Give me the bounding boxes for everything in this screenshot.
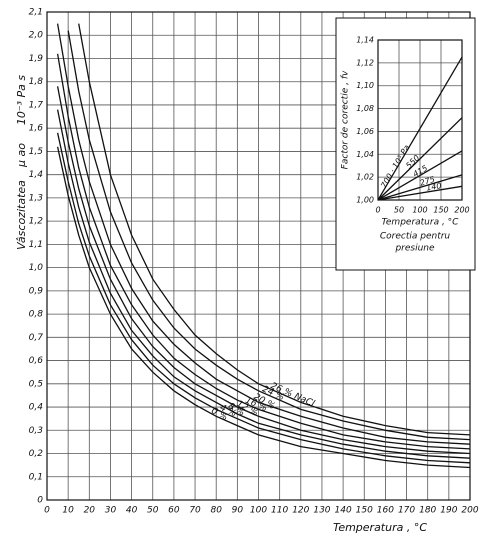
curve-label: 140 bbox=[426, 181, 443, 192]
y-tick-label: 2,0 bbox=[29, 31, 44, 41]
y-axis-unit: 10⁻³ Pa s bbox=[15, 75, 28, 126]
y-tick-label: 1,7 bbox=[29, 100, 44, 110]
y-tick-label: 0,7 bbox=[29, 333, 44, 343]
curve bbox=[56, 23, 471, 445]
x-tick-label: 0 bbox=[44, 506, 50, 516]
y-tick-label: 0,5 bbox=[29, 379, 44, 389]
x-tick-label: 170 bbox=[398, 506, 415, 516]
y-tick-label: 1,5 bbox=[29, 147, 44, 157]
inset-caption: presiune bbox=[394, 244, 435, 254]
plot-frame bbox=[377, 39, 463, 201]
y-tick-label: 1,06 bbox=[356, 127, 374, 136]
x-tick-label: 150 bbox=[433, 206, 448, 215]
inset-x-label: Temperatura , °C bbox=[382, 218, 460, 228]
x-tick-label: 0 bbox=[375, 206, 380, 215]
x-tick-label: 50 bbox=[394, 206, 404, 215]
y-tick-label: 1,2 bbox=[29, 217, 44, 227]
curve bbox=[377, 185, 463, 201]
x-tick-label: 100 bbox=[412, 206, 427, 215]
y-tick-label: 1,04 bbox=[356, 150, 374, 159]
x-axis-label: Temperatura , °C bbox=[333, 521, 427, 534]
x-tick-label: 40 bbox=[126, 506, 138, 516]
x-tick-label: 130 bbox=[313, 506, 330, 516]
y-tick-label: 1,0 bbox=[29, 263, 44, 273]
y-tick-label: 0,4 bbox=[29, 403, 44, 413]
x-tick-label: 10 bbox=[62, 506, 74, 516]
x-tick-label: 150 bbox=[356, 506, 373, 516]
inset-caption: Corectia pentru bbox=[380, 232, 451, 242]
curve bbox=[377, 56, 463, 201]
y-tick-label: 1,9 bbox=[29, 54, 44, 64]
y-tick-label: 0,9 bbox=[29, 286, 44, 296]
x-tick-label: 190 bbox=[440, 506, 457, 516]
x-tick-label: 160 bbox=[377, 506, 394, 516]
inset-y-label: Factor de corectie , fv bbox=[341, 70, 351, 169]
curve bbox=[377, 174, 463, 201]
y-tick-label: 1,00 bbox=[356, 196, 374, 205]
y-axis-label: Vâscozitatea bbox=[15, 180, 28, 250]
curve bbox=[56, 86, 471, 455]
x-tick-label: 30 bbox=[105, 506, 117, 516]
x-tick-label: 110 bbox=[271, 506, 288, 516]
x-tick-label: 140 bbox=[335, 506, 352, 516]
curve bbox=[377, 117, 463, 201]
x-tick-label: 60 bbox=[168, 506, 180, 516]
y-axis-symbol: μ ao bbox=[15, 143, 28, 168]
y-tick-label: 1,02 bbox=[356, 173, 374, 182]
y-tick-label: 1,12 bbox=[356, 58, 374, 67]
y-tick-label: 0,6 bbox=[29, 356, 44, 366]
x-tick-label: 70 bbox=[189, 506, 201, 516]
y-tick-label: 1,3 bbox=[29, 193, 44, 203]
x-tick-label: 200 bbox=[461, 506, 478, 516]
y-tick-label: 1,4 bbox=[29, 170, 44, 180]
y-tick-label: 0,3 bbox=[29, 426, 44, 436]
y-tick-label: 0,2 bbox=[29, 449, 44, 459]
inset-panel bbox=[335, 17, 476, 271]
curve bbox=[377, 150, 463, 201]
y-tick-label: 1,08 bbox=[356, 104, 374, 113]
x-tick-label: 120 bbox=[292, 506, 309, 516]
curve bbox=[56, 109, 471, 459]
curve bbox=[56, 132, 471, 464]
curve bbox=[56, 146, 471, 469]
curve bbox=[67, 30, 471, 441]
x-tick-label: 50 bbox=[147, 506, 159, 516]
x-tick-label: 180 bbox=[419, 506, 436, 516]
x-tick-label: 90 bbox=[232, 506, 244, 516]
y-tick-label: 1,10 bbox=[356, 81, 374, 90]
y-tick-label: 1,14 bbox=[356, 36, 374, 45]
y-tick-label: 1,1 bbox=[29, 240, 43, 250]
y-tick-label: 0,1 bbox=[29, 472, 43, 482]
y-tick-label: 1,6 bbox=[29, 124, 44, 134]
y-tick-label: 0,8 bbox=[29, 310, 44, 320]
x-tick-label: 200 bbox=[454, 206, 469, 215]
curve bbox=[78, 23, 471, 436]
x-tick-label: 100 bbox=[250, 506, 267, 516]
y-tick-label: 2,1 bbox=[29, 8, 43, 18]
y-tick-label: 0 bbox=[37, 496, 43, 506]
x-tick-label: 80 bbox=[210, 506, 222, 516]
x-tick-label: 20 bbox=[84, 506, 96, 516]
y-tick-label: 1,8 bbox=[29, 77, 44, 87]
curve-label: 275 bbox=[419, 175, 436, 188]
curve bbox=[56, 53, 471, 450]
